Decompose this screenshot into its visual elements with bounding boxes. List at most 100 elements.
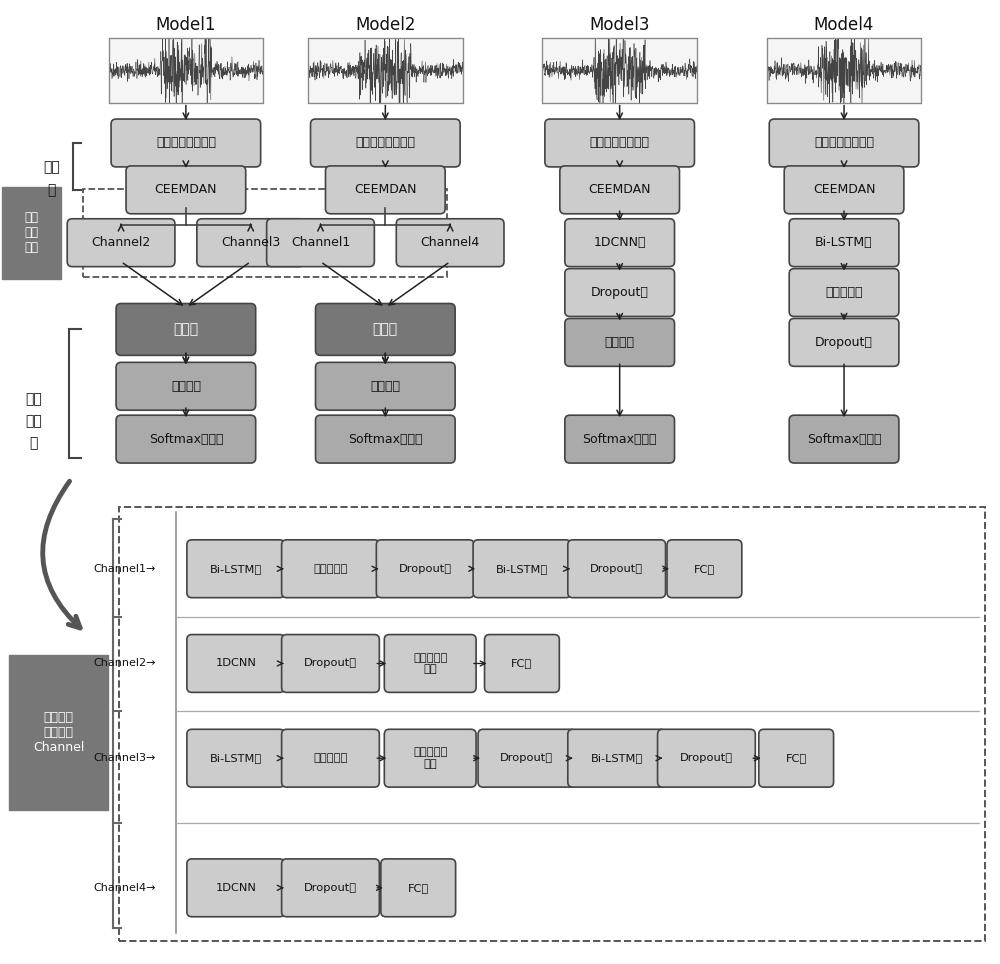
FancyBboxPatch shape [282,634,379,692]
Text: Softmax分类层: Softmax分类层 [348,433,423,445]
Text: 输入: 输入 [43,160,60,174]
Text: Dropout层: Dropout层 [304,658,357,668]
Text: Channel3→: Channel3→ [94,753,156,763]
FancyBboxPatch shape [116,415,256,463]
FancyBboxPatch shape [384,634,476,692]
FancyBboxPatch shape [384,730,476,788]
Text: Channel2→: Channel2→ [93,658,156,668]
FancyBboxPatch shape [560,166,680,214]
Text: 全连接层: 全连接层 [370,380,400,392]
Text: Model3: Model3 [589,16,650,35]
Text: FC层: FC层 [408,883,429,893]
FancyBboxPatch shape [187,859,285,917]
FancyBboxPatch shape [111,119,261,167]
Text: 1DCNN层: 1DCNN层 [593,236,646,249]
FancyBboxPatch shape [116,304,256,356]
FancyBboxPatch shape [478,730,576,788]
Text: Model4: Model4 [814,16,874,35]
FancyBboxPatch shape [197,219,305,267]
Text: 特征提取
模块中各
Channel: 特征提取 模块中各 Channel [33,710,84,754]
Text: 通道注意力
机制: 通道注意力 机制 [413,653,447,674]
Text: Model1: Model1 [156,16,216,35]
Text: CEEMDAN: CEEMDAN [588,183,651,197]
Text: Channel2: Channel2 [91,236,151,249]
Text: Bi-LSTM层: Bi-LSTM层 [210,564,262,574]
FancyBboxPatch shape [282,730,379,788]
FancyBboxPatch shape [485,634,559,692]
FancyBboxPatch shape [565,318,675,366]
Text: FC层: FC层 [511,658,533,668]
Text: 层: 层 [29,436,37,450]
Text: Dropout层: Dropout层 [815,335,873,349]
Text: 原始故障时序信号: 原始故障时序信号 [355,137,415,149]
FancyBboxPatch shape [282,859,379,917]
Text: Dropout层: Dropout层 [591,286,649,299]
Text: Channel4→: Channel4→ [93,883,156,893]
FancyBboxPatch shape [759,730,834,788]
Text: Dropout层: Dropout层 [304,883,357,893]
Text: Channel1: Channel1 [291,236,350,249]
Text: 通道注意力
机制: 通道注意力 机制 [413,747,447,769]
FancyBboxPatch shape [565,219,675,267]
Text: 1DCNN: 1DCNN [215,658,256,668]
Text: Channel3: Channel3 [221,236,280,249]
Text: Dropout层: Dropout层 [500,753,553,763]
FancyBboxPatch shape [187,634,285,692]
FancyBboxPatch shape [658,730,755,788]
FancyBboxPatch shape [565,415,675,463]
Text: Dropout层: Dropout层 [399,564,452,574]
Text: Softmax分类层: Softmax分类层 [582,433,657,445]
FancyBboxPatch shape [473,540,571,598]
FancyBboxPatch shape [9,655,108,810]
Text: Model2: Model2 [355,16,416,35]
Text: CEEMDAN: CEEMDAN [354,183,417,197]
FancyBboxPatch shape [267,219,374,267]
Text: 全连接层: 全连接层 [171,380,201,392]
FancyBboxPatch shape [396,219,504,267]
FancyBboxPatch shape [316,415,455,463]
Text: 批归一化层: 批归一化层 [313,753,348,763]
Text: Softmax分类层: Softmax分类层 [807,433,881,445]
FancyBboxPatch shape [376,540,474,598]
FancyBboxPatch shape [789,318,899,366]
Bar [119,507,985,941]
Text: 分类: 分类 [25,415,42,428]
FancyBboxPatch shape [325,166,445,214]
FancyBboxPatch shape [187,730,285,788]
Text: Bi-LSTM层: Bi-LSTM层 [496,564,548,574]
Text: 原始故障时序信号: 原始故障时序信号 [156,137,216,149]
FancyBboxPatch shape [565,269,675,316]
Text: Channel4: Channel4 [421,236,480,249]
Text: 融合层: 融合层 [173,322,198,336]
Text: CEEMDAN: CEEMDAN [155,183,217,197]
FancyBboxPatch shape [568,730,666,788]
Text: Bi-LSTM层: Bi-LSTM层 [815,236,873,249]
FancyBboxPatch shape [789,415,899,463]
FancyBboxPatch shape [282,540,379,598]
Bar [83,189,447,277]
Text: 批归一化层: 批归一化层 [825,286,863,299]
FancyBboxPatch shape [667,540,742,598]
FancyBboxPatch shape [316,304,455,356]
Text: 批归一化层: 批归一化层 [313,564,348,574]
Text: Bi-LSTM层: Bi-LSTM层 [591,753,643,763]
FancyBboxPatch shape [545,119,694,167]
Text: CEEMDAN: CEEMDAN [813,183,875,197]
Text: Dropout层: Dropout层 [680,753,733,763]
FancyBboxPatch shape [67,219,175,267]
FancyBboxPatch shape [568,540,666,598]
Text: Bi-LSTM层: Bi-LSTM层 [210,753,262,763]
FancyBboxPatch shape [311,119,460,167]
FancyBboxPatch shape [2,187,61,279]
Bar [542,38,697,102]
Text: FC层: FC层 [786,753,807,763]
Bar [308,38,463,102]
FancyBboxPatch shape [769,119,919,167]
Text: FC层: FC层 [694,564,715,574]
Text: 特征
提取
模块: 特征 提取 模块 [25,211,39,254]
Text: Softmax分类层: Softmax分类层 [149,433,223,445]
FancyBboxPatch shape [126,166,246,214]
Text: 原始故障时序信号: 原始故障时序信号 [814,137,874,149]
Text: 融合: 融合 [25,392,42,406]
Text: 全连接层: 全连接层 [605,335,635,349]
